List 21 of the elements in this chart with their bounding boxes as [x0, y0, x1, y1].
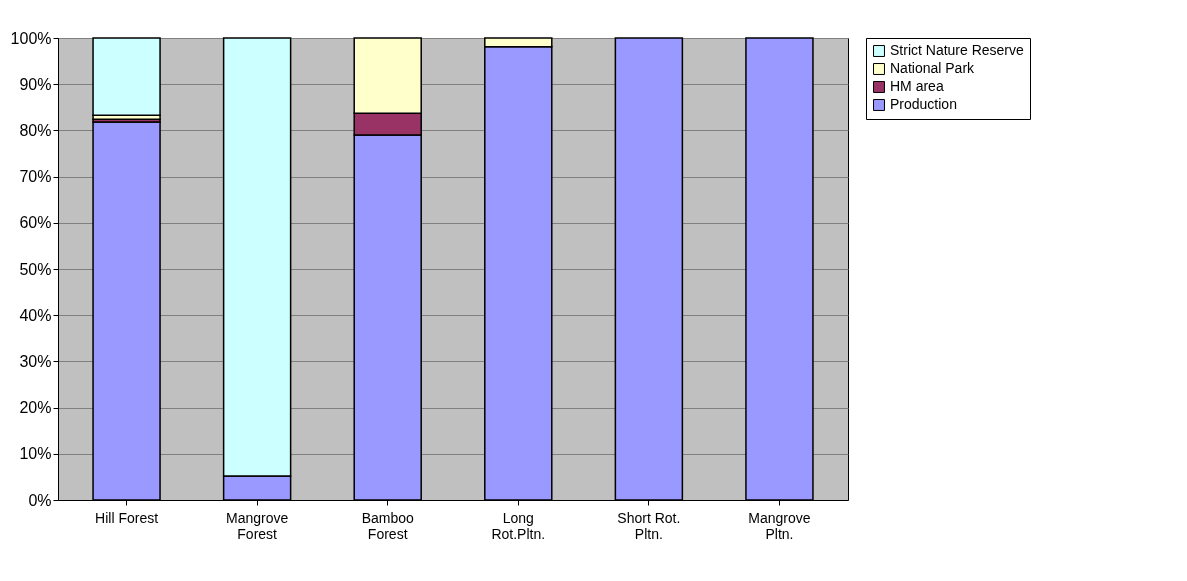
y-tick-label: 10%: [19, 445, 52, 463]
y-tick-label: 20%: [19, 399, 52, 417]
legend-label: National Park: [890, 60, 976, 76]
y-tick-label: 50%: [19, 260, 52, 278]
y-tick-label: 70%: [19, 168, 52, 186]
x-tick-label: Hill Forest: [95, 509, 159, 526]
x-tick-label: Mangrove Forest: [226, 509, 289, 542]
x-tick-label: Bamboo Forest: [361, 509, 414, 542]
y-tick-label: 30%: [19, 352, 52, 370]
x-tick-label: Long Rot.Pltn.: [491, 509, 546, 542]
y-tick-label: 90%: [19, 75, 52, 93]
y-tick-label: 100%: [10, 29, 52, 47]
y-tick-label: 80%: [19, 121, 52, 139]
y-tick-label: 0%: [28, 491, 52, 509]
x-tick-label: Mangrove Pltn.: [748, 509, 811, 542]
y-tick-label: 60%: [19, 214, 52, 232]
legend-label: Production: [890, 96, 957, 112]
x-tick-label: Short Rot. Pltn.: [617, 509, 681, 542]
legend-label: HM area: [890, 78, 944, 94]
legend-label: Strict Nature Reserve: [890, 42, 1025, 58]
y-tick-label: 40%: [19, 306, 52, 324]
